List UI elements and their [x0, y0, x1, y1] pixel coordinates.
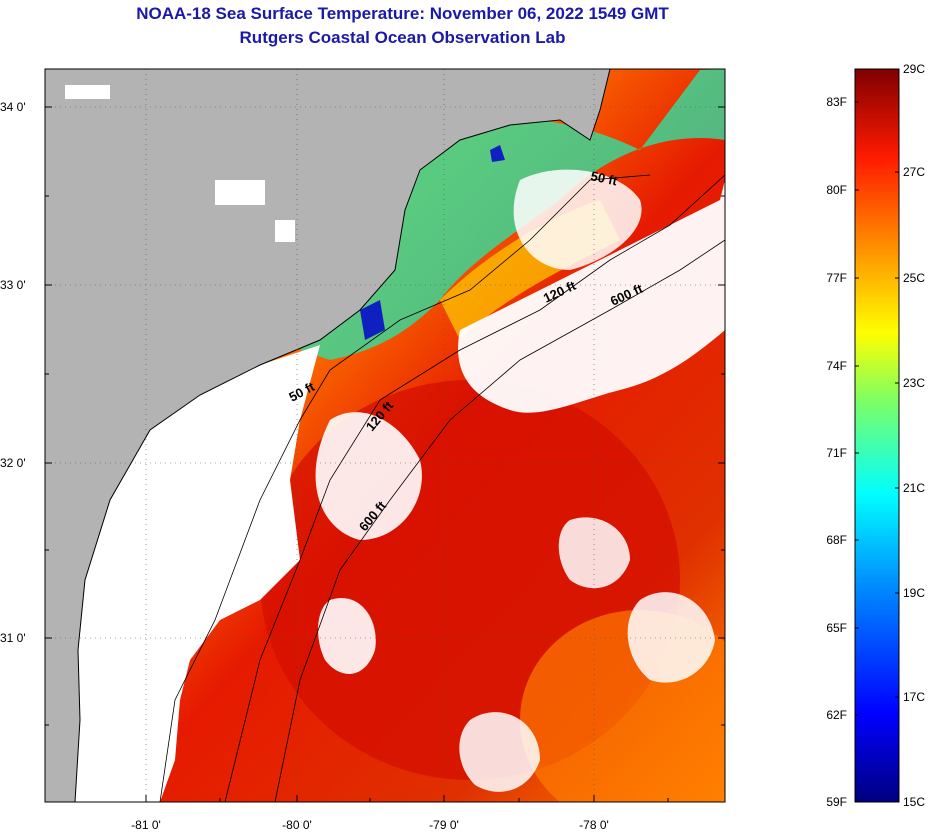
contour-120ft [224, 174, 725, 802]
cloud-patch-5 [627, 592, 715, 683]
map-ticks [45, 106, 725, 802]
lat-labels: 34 0' 33 0' 32 0' 31 0' [0, 100, 26, 645]
colorbar-f-label: 71F [826, 446, 847, 460]
contour-label: 50 ft [589, 168, 619, 188]
lat-label: 33 0' [0, 278, 26, 292]
sst-cold-spot-1 [360, 300, 385, 340]
colorbar-c-label: 27C [903, 165, 925, 179]
map-title: NOAA-18 Sea Surface Temperature: Novembe… [136, 4, 669, 23]
cloud-patch-2 [315, 412, 422, 540]
colorbar-c-label: 19C [903, 586, 925, 600]
colorbar-c-label: 21C [903, 481, 925, 495]
lon-label: -80 0' [282, 818, 312, 832]
cloud-spot-2 [215, 180, 265, 205]
colorbar-gradient [854, 68, 900, 803]
sst-map [45, 69, 725, 802]
colorbar-f-label: 74F [826, 359, 847, 373]
cloud-patch-6 [459, 712, 540, 792]
lat-label: 32 0' [0, 456, 26, 470]
sst-cold-spot-2 [490, 145, 505, 162]
cloud-patch-3 [513, 169, 642, 270]
colorbar-f-label: 83F [826, 95, 847, 109]
cloud-spot-3 [275, 220, 295, 242]
colorbar-ticks [855, 101, 899, 716]
map-frame [44, 68, 726, 803]
cloud-nearshore [75, 345, 320, 802]
contour-50ft [159, 174, 651, 802]
colorbar-f-label: 68F [826, 533, 847, 547]
land-mass [45, 69, 610, 802]
colorbar-c-label: 15C [903, 795, 925, 809]
lat-label: 34 0' [0, 100, 26, 114]
lon-labels: -81 0' -80 0' -79 0' -78 0' [131, 818, 609, 832]
colorbar-f-label: 59F [826, 795, 847, 809]
cloud-patch-1 [458, 180, 725, 413]
cloud-patch-4 [318, 598, 376, 674]
colorbar-c-label: 29C [903, 62, 925, 76]
lon-label: -79 0' [429, 818, 459, 832]
colorbar-c-label: 23C [903, 376, 925, 390]
lon-label: -78 0' [579, 818, 609, 832]
coastline [74, 69, 611, 802]
colorbar-f-label: 77F [826, 271, 847, 285]
colorbar-f-label: 65F [826, 621, 847, 635]
map-subtitle: Rutgers Coastal Ocean Observation Lab [239, 28, 566, 47]
lon-label: -81 0' [131, 818, 161, 832]
lat-lon-grid [45, 69, 725, 802]
cloud-patch-7 [558, 517, 630, 589]
contour-600ft [274, 239, 725, 802]
colorbar-f-label: 80F [826, 183, 847, 197]
cloud-spot-1 [65, 85, 110, 99]
lat-label: 31 0' [0, 631, 26, 645]
colorbar: 83F 80F 77F 74F 71F 68F 65F 62F 59F 29C … [826, 62, 925, 809]
colorbar-c-label: 17C [903, 690, 925, 704]
colorbar-f-label: 62F [826, 708, 847, 722]
colorbar-c-label: 25C [903, 271, 925, 285]
